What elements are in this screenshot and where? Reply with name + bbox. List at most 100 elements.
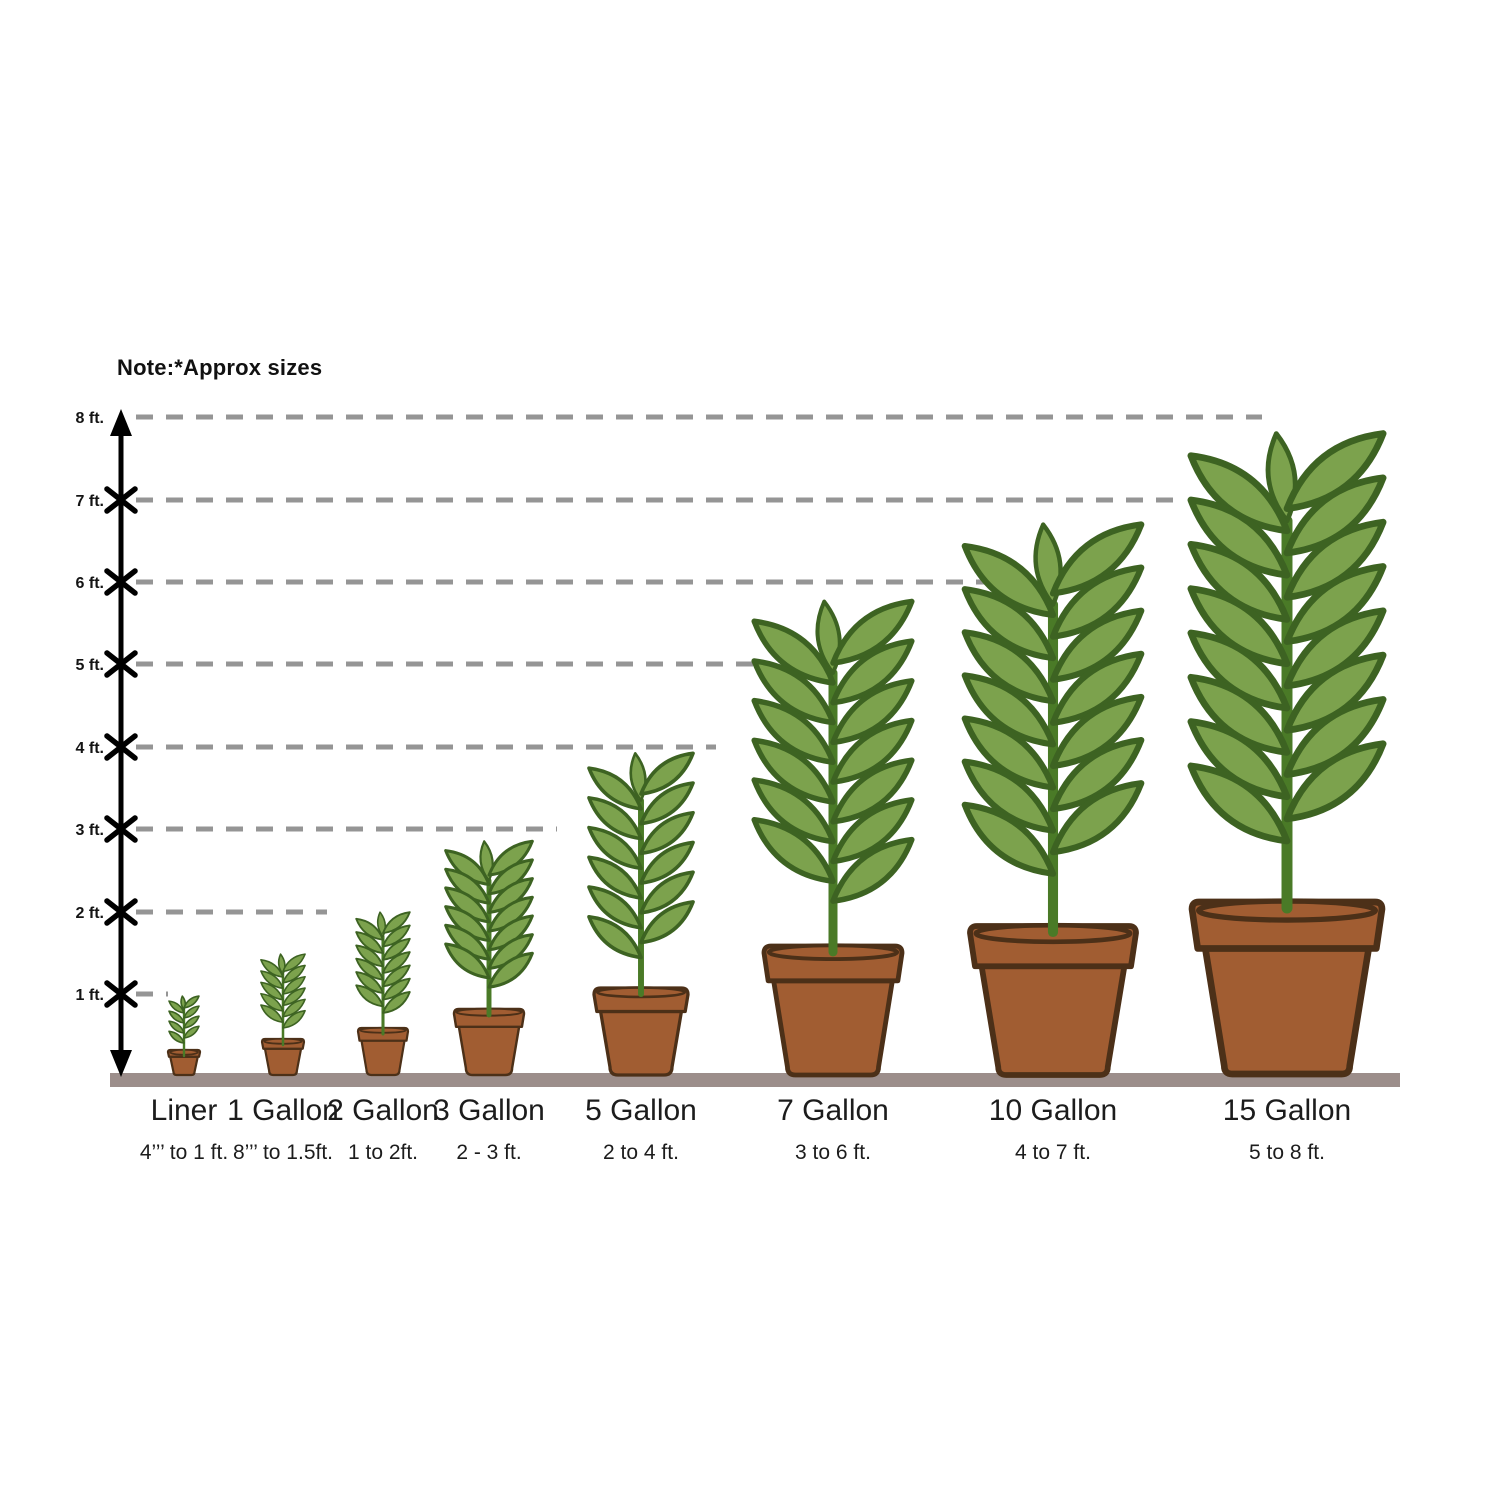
leaf bbox=[1049, 607, 1145, 683]
container-height-range: 8’’’ to 1.5ft. bbox=[232, 1141, 334, 1164]
leaf bbox=[587, 885, 643, 930]
leaf bbox=[961, 758, 1057, 834]
container-label-3-gallon: 3 Gallon 2 - 3 ft. bbox=[433, 1094, 545, 1165]
leaf bbox=[961, 586, 1057, 662]
leaf bbox=[282, 998, 306, 1018]
leaf bbox=[168, 1030, 185, 1044]
leaf bbox=[382, 911, 411, 935]
leaf bbox=[639, 751, 695, 796]
leaf bbox=[282, 953, 306, 973]
leaf bbox=[487, 951, 534, 989]
leaf bbox=[587, 796, 643, 841]
leaf bbox=[830, 757, 915, 825]
leaf bbox=[830, 717, 915, 785]
container-name: Liner bbox=[150, 1094, 218, 1127]
container-height-range: 2 to 4 ft. bbox=[603, 1141, 679, 1164]
leaf bbox=[282, 987, 306, 1007]
leaf bbox=[168, 1020, 185, 1034]
container-label-liner: Liner 4’’’ to 1 ft. bbox=[140, 1094, 228, 1165]
container-height-range: 4’’’ to 1 ft. bbox=[139, 1141, 229, 1164]
leaf bbox=[282, 1009, 306, 1029]
leaf bbox=[282, 975, 306, 995]
container-height-range: 5 to 8 ft. bbox=[1249, 1141, 1325, 1164]
container-height-range: 3 to 6 ft. bbox=[795, 1141, 871, 1164]
axis-tick-x-marker bbox=[104, 898, 138, 926]
pot-body bbox=[1201, 945, 1373, 1078]
leaf bbox=[751, 618, 836, 686]
leaf bbox=[260, 992, 284, 1012]
leaf bbox=[587, 766, 643, 811]
leaf bbox=[961, 715, 1057, 791]
container-name: 5 Gallon bbox=[585, 1094, 697, 1127]
ground-bar bbox=[110, 1073, 1400, 1087]
leaf bbox=[751, 777, 836, 845]
leaf bbox=[961, 629, 1057, 705]
pot-body bbox=[771, 978, 895, 1078]
axis-tick-label: 7 ft. bbox=[76, 493, 104, 510]
axis-tick-x-marker bbox=[104, 568, 138, 596]
leaf bbox=[830, 598, 915, 666]
leaf bbox=[587, 915, 643, 960]
axis-tick-label: 4 ft. bbox=[76, 740, 104, 757]
axis-tick-x-marker bbox=[104, 815, 138, 843]
leaf bbox=[260, 970, 284, 990]
container-label-5-gallon: 5 Gallon 2 to 4 ft. bbox=[585, 1094, 697, 1165]
leaf bbox=[168, 1000, 185, 1014]
container-name: 2 Gallon bbox=[327, 1094, 439, 1127]
pot-body bbox=[360, 1039, 406, 1077]
leaf bbox=[830, 797, 915, 865]
leaf bbox=[1049, 521, 1145, 597]
leaf bbox=[183, 1015, 200, 1029]
container-height-range: 4 to 7 ft. bbox=[1015, 1141, 1091, 1164]
leaf bbox=[1049, 693, 1145, 770]
leaf bbox=[1049, 737, 1145, 813]
leaf bbox=[830, 678, 915, 746]
axis-tick-x-marker bbox=[104, 733, 138, 761]
leaf bbox=[382, 937, 411, 961]
leaf bbox=[751, 737, 836, 805]
axis-tick-x-marker bbox=[104, 980, 138, 1008]
container-name: 15 Gallon bbox=[1222, 1094, 1352, 1127]
leaf bbox=[260, 981, 284, 1001]
leaf bbox=[961, 801, 1057, 877]
container-name: 1 Gallon bbox=[227, 1094, 339, 1127]
pot-body bbox=[978, 963, 1128, 1078]
leaf bbox=[1049, 650, 1145, 726]
leaf bbox=[355, 971, 384, 994]
leaf bbox=[382, 964, 411, 988]
leaf bbox=[639, 810, 695, 856]
leaf bbox=[1283, 740, 1387, 823]
pot-body bbox=[263, 1047, 303, 1077]
leaf bbox=[444, 942, 491, 980]
container-label-7-gallon: 7 Gallon 3 to 6 ft. bbox=[777, 1094, 889, 1165]
container-name: 10 Gallon bbox=[988, 1094, 1118, 1127]
pot-body bbox=[598, 1009, 684, 1077]
leaf bbox=[639, 900, 695, 945]
leaf bbox=[639, 840, 695, 885]
leaf bbox=[260, 958, 284, 978]
leaf bbox=[639, 870, 695, 915]
axis-tick-label: 2 ft. bbox=[76, 905, 104, 922]
pot-body bbox=[169, 1055, 199, 1077]
leaf bbox=[587, 855, 643, 900]
leaf bbox=[961, 672, 1057, 748]
axis-tick-label: 8 ft. bbox=[76, 410, 104, 427]
leaf bbox=[639, 781, 695, 826]
axis-arrow-up bbox=[110, 409, 132, 436]
leaf bbox=[355, 917, 384, 941]
container-name: 7 Gallon bbox=[777, 1094, 889, 1127]
axis-arrow-down bbox=[110, 1050, 132, 1077]
container-label-10-gallon: 10 Gallon 4 to 7 ft. bbox=[989, 1094, 1117, 1165]
leaf bbox=[382, 951, 411, 974]
leaf bbox=[751, 658, 836, 726]
leaf bbox=[355, 944, 384, 968]
note-approx-sizes: Note:*Approx sizes bbox=[117, 355, 323, 380]
leaf bbox=[260, 1004, 284, 1024]
container-label-1-gallon: 1 Gallon 8’’’ to 1.5ft. bbox=[227, 1094, 339, 1165]
axis-tick-x-marker bbox=[104, 650, 138, 678]
leaf bbox=[751, 697, 836, 765]
leaf bbox=[355, 984, 384, 1008]
axis-tick-label: 5 ft. bbox=[76, 657, 104, 674]
